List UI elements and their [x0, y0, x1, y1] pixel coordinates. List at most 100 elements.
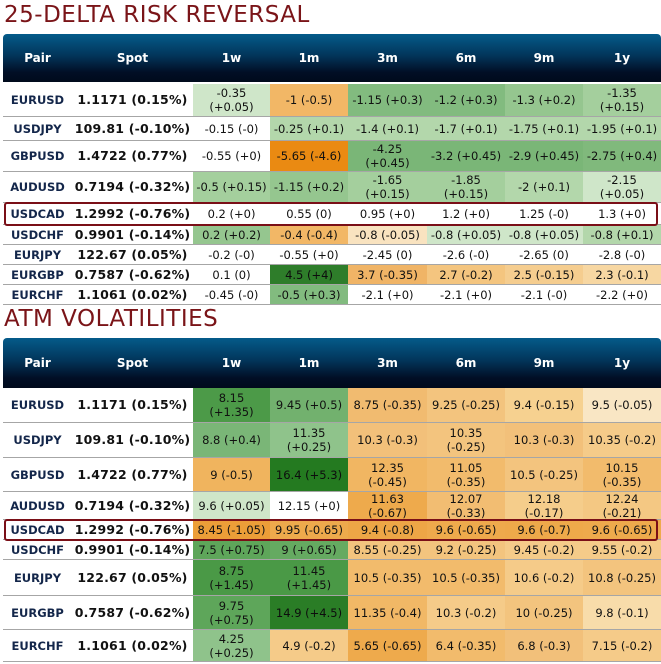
column-header-spot[interactable]: Spot [116, 356, 149, 370]
value-cell-9m: -2.9 (+0.45) [505, 141, 583, 171]
value-cell-1m: 9.95 (-0.65) [270, 520, 348, 539]
value-cell-9m: -1.75 (+0.1) [505, 117, 583, 140]
value-cell-1y: 1.3 (+0) [583, 203, 661, 224]
pair-cell: GBPUSD [10, 467, 65, 482]
value-cell-1y: 12.24 (-0.21) [583, 492, 661, 520]
value-cell-6m: 6.4 (-0.35) [427, 630, 505, 661]
table-row-usdjpy[interactable]: USDJPY 109.81 (-0.10%) 8.8 (+0.4) 11.35 (+0… [3, 423, 661, 458]
value-cell-3m: 12.35 (-0.45) [348, 458, 427, 491]
spot-cell: 1.2992 (-0.76%) [74, 521, 191, 537]
value-cell-1y: 10.8 (-0.25) [583, 560, 661, 595]
column-header-pair[interactable]: Pair [24, 356, 51, 370]
column-header-1y[interactable]: 1y [613, 51, 631, 65]
column-header-pair[interactable]: Pair [24, 51, 51, 65]
pair-cell: GBPUSD [10, 149, 65, 163]
table-row-gbpusd[interactable]: GBPUSD 1.4722 (0.77%) -0.55 (+0) -5.65 (-4.… [3, 141, 661, 172]
column-header-3m[interactable]: 3m [377, 51, 398, 65]
column-header-3m[interactable]: 3m [377, 356, 398, 370]
column-header-6m[interactable]: 6m [455, 51, 477, 65]
value-cell-1y: -1.35 (+0.15) [583, 84, 661, 116]
table-row-gbpusd[interactable]: GBPUSD 1.4722 (0.77%) 9 (-0.5) 16.4 (+5.3) 1… [3, 458, 661, 492]
value-cell-1w: -0.5 (+0.15) [193, 172, 270, 202]
value-cell-6m: 1.2 (+0) [427, 203, 505, 224]
value-cell-6m: -1.7 (+0.1) [427, 117, 505, 140]
value-cell-6m: -2.1 (+0) [427, 285, 505, 304]
value-cell-1m: -0.25 (+0.1) [270, 117, 348, 140]
pair-cell: USDCAD [10, 522, 65, 537]
value-cell-6m: -3.2 (+0.45) [427, 141, 505, 171]
column-header-1w[interactable]: 1w [221, 51, 242, 65]
value-cell-9m: -0.8 (+0.05) [505, 225, 583, 244]
table-row-usdchf[interactable]: USDCHF 0.9901 (-0.14%) 7.5 (+0.75) 9 (+0.65… [3, 540, 661, 560]
column-header-9m[interactable]: 9m [533, 51, 555, 65]
value-cell-3m: 8.75 (-0.35) [348, 388, 427, 422]
value-cell-1y: -2.15 (+0.05) [583, 172, 661, 202]
table-row-usdjpy[interactable]: USDJPY 109.81 (-0.10%) -0.15 (-0) -0.25 (+0… [3, 117, 661, 141]
value-cell-1w: 9.75 (+0.75) [193, 596, 270, 629]
value-cell-1w: 8.8 (+0.4) [193, 423, 270, 457]
value-cell-1m: 4.5 (+4) [270, 265, 348, 284]
column-header-1w[interactable]: 1w [221, 356, 242, 370]
value-cell-1y: 9.8 (-0.1) [583, 596, 661, 629]
value-cell-9m: 10.3 (-0.3) [505, 423, 583, 457]
pair-cell: AUDUSD [10, 180, 65, 194]
value-cell-1m: -0.55 (+0) [270, 245, 348, 264]
risk-reversal-header-row: Pair Spot 1w 1m 3m 6m 9m 1y [3, 34, 661, 82]
value-cell-1w: 8.75 (+1.45) [193, 560, 270, 595]
value-cell-1m: 12.15 (+0) [270, 492, 348, 519]
table-row-eurchf[interactable]: EURCHF 1.1061 (0.02%) 4.25 (+0.25) 4.9 (-0.… [3, 630, 661, 662]
value-cell-9m: -2.65 (0) [505, 245, 583, 264]
spot-cell: 0.7194 (-0.32%) [74, 179, 191, 194]
table-row-audusd[interactable]: AUDUSD 0.7194 (-0.32%) 9.6 (+0.05) 12.15 (+… [3, 492, 661, 520]
table-row-eurgbp[interactable]: EURGBP 0.7587 (-0.62%) 0.1 (0) 4.5 (+4) 3.7 … [3, 265, 661, 285]
table-row-eurjpy[interactable]: EURJPY 122.67 (0.05%) 8.75 (+1.45) 11.45 (+… [3, 560, 661, 596]
table-row-eurjpy[interactable]: EURJPY 122.67 (0.05%) -0.2 (-0) -0.55 (+0) -… [3, 245, 661, 265]
value-cell-6m: 9.25 (-0.25) [427, 388, 505, 422]
pair-cell: USDCHF [10, 227, 65, 242]
value-cell-1m: 11.45 (+1.45) [270, 560, 348, 595]
value-cell-1w: 9.6 (+0.05) [193, 492, 270, 519]
value-cell-6m: 10.5 (-0.35) [427, 560, 505, 595]
table-row-audusd[interactable]: AUDUSD 0.7194 (-0.32%) -0.5 (+0.15) -1.15 (… [3, 172, 661, 203]
table-row-eurusd[interactable]: EURUSD 1.1171 (0.15%) -0.35 (+0.05) -1 (-0.… [3, 84, 661, 117]
table-row-eurusd[interactable]: EURUSD 1.1171 (0.15%) 8.15 (+1.35) 9.45 (+0… [3, 388, 661, 423]
pair-cell: EURGBP [11, 605, 64, 620]
value-cell-3m: -1.65 (+0.15) [348, 172, 427, 202]
table-row-eurgbp[interactable]: EURGBP 0.7587 (-0.62%) 9.75 (+0.75) 14.9 (+… [3, 596, 661, 630]
table-row-usdcad[interactable]: USDCAD 1.2992 (-0.76%) 8.45 (-1.05) 9.95 (-… [3, 520, 661, 540]
column-header-1y[interactable]: 1y [613, 356, 631, 370]
value-cell-1w: 9 (-0.5) [193, 458, 270, 491]
spot-cell: 109.81 (-0.10%) [74, 432, 191, 447]
value-cell-1y: 9.6 (-0.65) [583, 520, 661, 539]
value-cell-1y: -0.8 (+0.1) [583, 225, 661, 244]
table-row-usdchf[interactable]: USDCHF 0.9901 (-0.14%) 0.2 (+0.2) -0.4 (-0.… [3, 225, 661, 245]
column-header-spot[interactable]: Spot [116, 51, 149, 65]
risk-reversal-title: 25-DELTA RISK REVERSAL [4, 2, 310, 28]
value-cell-9m: 2.5 (-0.15) [505, 265, 583, 284]
value-cell-1w: -0.15 (-0) [193, 117, 270, 140]
value-cell-3m: -0.8 (-0.05) [348, 225, 427, 244]
table-row-usdcad[interactable]: USDCAD 1.2992 (-0.76%) 0.2 (+0) 0.55 (0) 0.9… [3, 203, 661, 225]
value-cell-1y: -2.2 (+0) [583, 285, 661, 304]
value-cell-9m: 10.5 (-0.25) [505, 458, 583, 491]
column-header-1m[interactable]: 1m [298, 356, 320, 370]
value-cell-9m: 12.18 (-0.17) [505, 492, 583, 520]
value-cell-1w: 8.15 (+1.35) [193, 388, 270, 422]
spot-cell: 122.67 (0.05%) [77, 246, 188, 262]
value-cell-3m: 8.55 (-0.25) [348, 540, 427, 559]
spot-cell: 0.7587 (-0.62%) [74, 266, 191, 282]
value-cell-6m: -0.8 (+0.05) [427, 225, 505, 244]
value-cell-9m: 1.25 (-0) [505, 203, 583, 224]
column-header-1m[interactable]: 1m [298, 51, 320, 65]
table-row-eurchf[interactable]: EURCHF 1.1061 (0.02%) -0.45 (-0) -0.5 (+0.3… [3, 285, 661, 305]
column-header-9m[interactable]: 9m [533, 356, 555, 370]
value-cell-1m: -1.15 (+0.2) [270, 172, 348, 202]
value-cell-6m: 9.6 (-0.65) [427, 520, 505, 539]
pair-cell: EURCHF [11, 638, 64, 653]
column-header-6m[interactable]: 6m [455, 356, 477, 370]
pair-cell: EURJPY [13, 570, 62, 585]
spot-cell: 1.4722 (0.77%) [77, 148, 188, 163]
value-cell-6m: 2.7 (-0.2) [427, 265, 505, 284]
value-cell-1w: 0.1 (0) [193, 265, 270, 284]
value-cell-1y: 2.3 (-0.1) [583, 265, 661, 284]
